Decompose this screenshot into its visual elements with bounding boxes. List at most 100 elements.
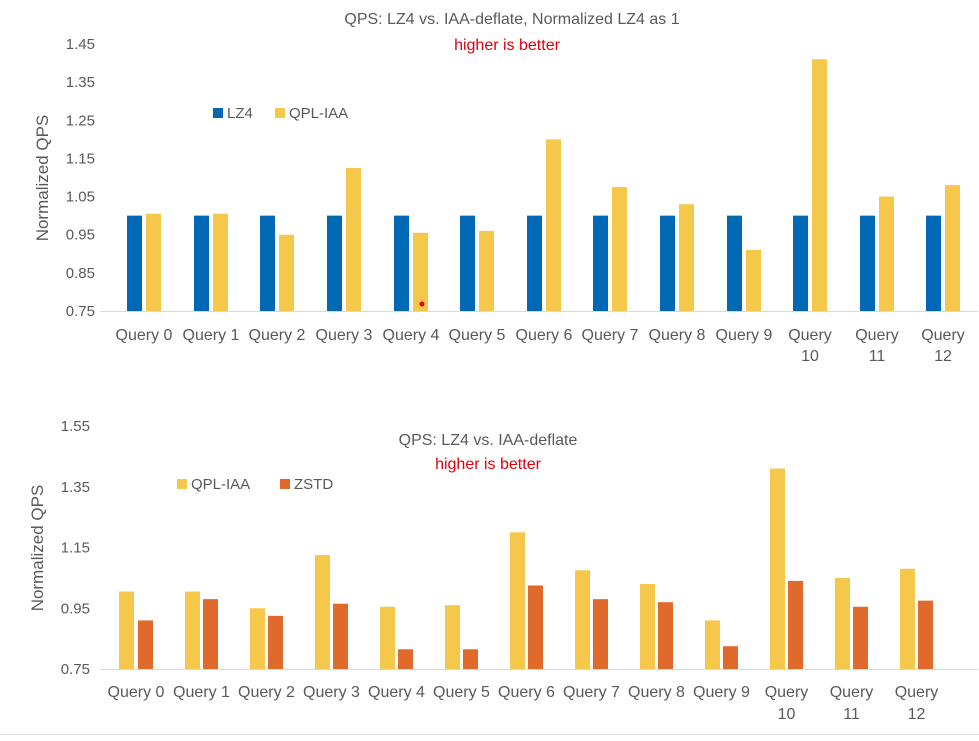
- legend-label: QPL-IAA: [289, 105, 348, 122]
- x-tick-label: 12: [934, 348, 952, 365]
- chart-subtitle: higher is better: [454, 37, 561, 54]
- x-tick-label: Query 7: [563, 684, 620, 701]
- x-tick-label: 12: [908, 706, 926, 723]
- y-tick-label: 1.05: [66, 189, 95, 206]
- bar-lz4-5: [460, 215, 475, 311]
- x-tick-label: Query: [895, 684, 939, 701]
- bar-qpl-iaa-6: [546, 139, 561, 311]
- x-tick-label: Query 5: [433, 684, 490, 701]
- x-tick-label: Query: [765, 684, 809, 701]
- bar-zstd-8: [658, 602, 673, 669]
- y-tick-label: 0.75: [66, 303, 95, 320]
- legend-swatch: [177, 479, 187, 489]
- legend-swatch: [280, 479, 290, 489]
- y-tick-label: 0.85: [66, 265, 95, 282]
- x-tick-label: Query 0: [116, 327, 173, 344]
- bar-qpl-iaa-5: [445, 605, 460, 669]
- bar-qpl-iaa-1: [213, 213, 228, 311]
- bar-lz4-10: [793, 215, 808, 311]
- x-tick-label: Query 2: [238, 684, 295, 701]
- bar-zstd-0: [138, 620, 153, 669]
- bar-qpl-iaa-3: [315, 555, 330, 669]
- bar-lz4-2: [260, 215, 275, 311]
- y-tick-label: 0.95: [61, 600, 90, 617]
- bar-zstd-6: [528, 585, 543, 669]
- y-tick-label: 0.75: [61, 661, 90, 678]
- bar-zstd-2: [268, 615, 283, 669]
- marker-dot: [419, 301, 425, 307]
- chart-title: QPS: LZ4 vs. IAA-deflate: [399, 432, 578, 449]
- bar-qpl-iaa-1: [185, 591, 200, 669]
- bar-qpl-iaa-11: [835, 577, 850, 669]
- bar-lz4-9: [727, 215, 742, 311]
- x-tick-label: Query 9: [693, 684, 750, 701]
- bar-zstd-12: [918, 600, 933, 669]
- x-tick-label: Query 6: [516, 327, 573, 344]
- x-tick-label: 11: [869, 348, 886, 365]
- y-tick-label: 1.15: [66, 150, 95, 167]
- bar-qpl-iaa-7: [575, 570, 590, 669]
- bar-lz4-3: [327, 215, 342, 311]
- legend-label: ZSTD: [294, 476, 333, 493]
- x-tick-label: Query 8: [628, 684, 685, 701]
- divider: [0, 734, 979, 735]
- x-tick-label: Query: [830, 684, 874, 701]
- bar-lz4-12: [926, 215, 941, 311]
- y-axis-label: Normalized QPS: [33, 115, 52, 242]
- x-tick-label: 11: [843, 706, 860, 723]
- bar-qpl-iaa-9: [746, 249, 761, 311]
- bar-lz4-1: [194, 215, 209, 311]
- bar-zstd-10: [788, 580, 803, 669]
- bar-lz4-7: [593, 215, 608, 311]
- bar-qpl-iaa-3: [346, 167, 361, 311]
- bar-qpl-iaa-12: [945, 185, 960, 311]
- bar-qpl-iaa-9: [705, 620, 720, 669]
- x-tick-label: Query 4: [368, 684, 425, 701]
- x-tick-label: Query 0: [108, 684, 165, 701]
- x-tick-label: Query 1: [173, 684, 230, 701]
- bar-lz4-8: [660, 215, 675, 311]
- bar-lz4-4: [394, 215, 409, 311]
- bar-zstd-5: [463, 649, 478, 669]
- x-tick-label: 10: [778, 706, 796, 723]
- bar-qpl-iaa-8: [640, 583, 655, 669]
- bar-qpl-iaa-6: [510, 532, 525, 669]
- legend-swatch: [275, 108, 285, 118]
- legend-label: QPL-IAA: [191, 476, 250, 493]
- x-tick-label: Query: [855, 327, 899, 344]
- bar-zstd-9: [723, 646, 738, 669]
- bar-lz4-11: [860, 215, 875, 311]
- bar-qpl-iaa-8: [679, 204, 694, 311]
- y-tick-label: 1.35: [66, 74, 95, 91]
- bar-qpl-iaa-7: [612, 187, 627, 311]
- bar-lz4-0: [127, 215, 142, 311]
- chart-title: QPS: LZ4 vs. IAA-deflate, Normalized LZ4…: [344, 11, 679, 28]
- legend-label: LZ4: [227, 105, 253, 122]
- bar-zstd-7: [593, 599, 608, 669]
- bar-qpl-iaa-11: [879, 196, 894, 311]
- bar-qpl-iaa-12: [900, 568, 915, 669]
- legend-swatch: [213, 108, 223, 118]
- x-tick-label: Query: [788, 327, 832, 344]
- bar-qpl-iaa-2: [250, 608, 265, 669]
- bar-qpl-iaa-10: [812, 59, 827, 311]
- y-tick-label: 1.55: [61, 418, 90, 435]
- chart-2: QPS: LZ4 vs. IAA-deflate higher is better…: [28, 418, 978, 723]
- y-tick-label: 1.15: [61, 540, 90, 557]
- bar-qpl-iaa-4: [413, 232, 428, 311]
- x-tick-label: Query 9: [716, 327, 773, 344]
- bar-qpl-iaa-5: [479, 230, 494, 311]
- y-tick-label: 1.45: [66, 36, 95, 53]
- x-tick-label: Query 2: [249, 327, 306, 344]
- x-tick-label: Query 7: [582, 327, 639, 344]
- bar-zstd-11: [853, 606, 868, 669]
- x-tick-label: 10: [801, 348, 819, 365]
- chart-1: QPS: LZ4 vs. IAA-deflate, Normalized LZ4…: [33, 11, 978, 365]
- bar-zstd-1: [203, 599, 218, 669]
- bar-qpl-iaa-4: [380, 606, 395, 669]
- y-tick-label: 1.25: [66, 112, 95, 129]
- x-tick-label: Query 8: [649, 327, 706, 344]
- x-tick-label: Query 1: [183, 327, 240, 344]
